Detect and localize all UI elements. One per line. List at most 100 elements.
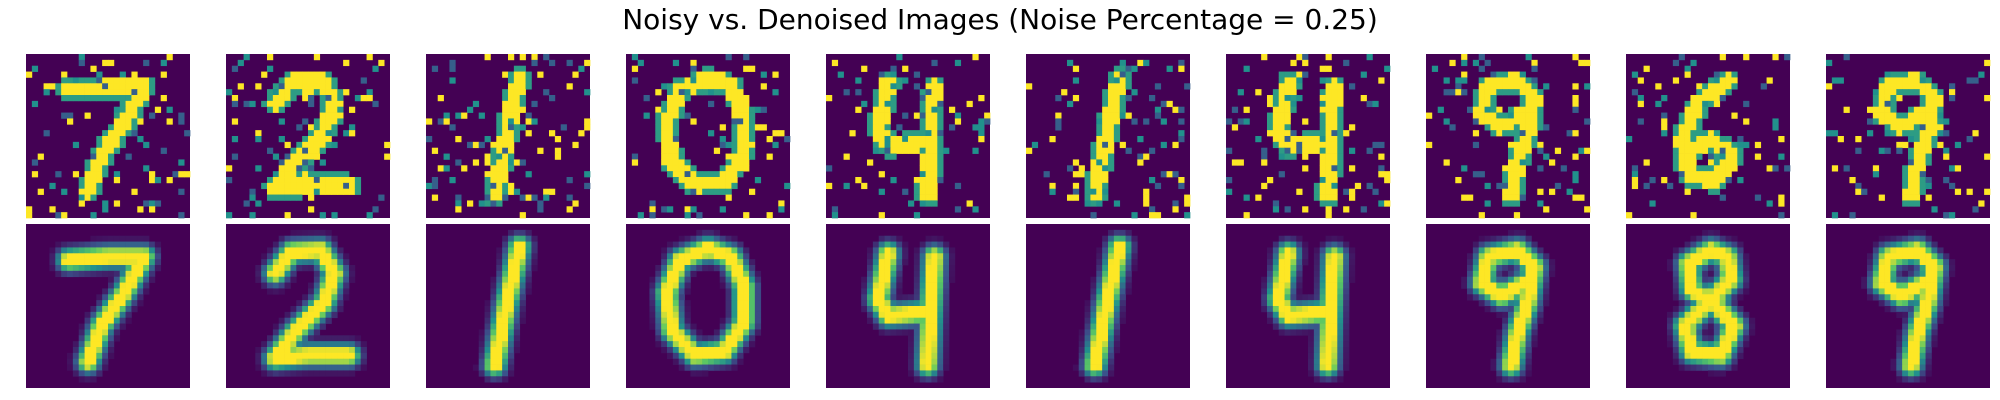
pixel-cell: [672, 153, 680, 160]
pixel-cell: [490, 341, 497, 348]
pixel-cell: [337, 347, 344, 354]
pixel-cell: [308, 235, 315, 242]
pixel-cell: [1337, 118, 1344, 125]
pixel-cell: [1472, 282, 1480, 289]
pixel-cell: [1184, 212, 1191, 219]
pixel-cell: [490, 300, 497, 307]
pixel-cell: [925, 323, 932, 330]
pixel-cell: [1578, 194, 1585, 201]
pixel-cell: [1508, 77, 1515, 84]
pixel-cell: [1467, 194, 1474, 201]
pixel-cell: [1302, 323, 1309, 330]
pixel-cell: [72, 95, 80, 102]
pixel-cell: [431, 65, 439, 72]
pixel-cell: [1878, 300, 1885, 307]
pixel-cell: [1525, 83, 1532, 90]
pixel-cell: [1672, 341, 1680, 348]
pixel-cell: [1366, 182, 1373, 190]
pixel-cell: [1313, 329, 1321, 336]
pixel-cell: [1484, 300, 1491, 307]
pixel-cell: [1519, 265, 1526, 272]
pixel-cell: [1902, 358, 1909, 365]
pixel-cell: [719, 276, 726, 283]
pixel-cell: [1954, 141, 1962, 149]
pixel-cell: [137, 270, 144, 278]
pixel-cell: [1884, 147, 1891, 154]
pixel-cell: [884, 112, 891, 119]
pixel-cell: [1725, 288, 1732, 295]
pixel-cell: [1113, 282, 1121, 289]
pixel-cell: [1513, 294, 1521, 301]
pixel-cell: [1684, 300, 1691, 307]
pixel-cell: [319, 182, 326, 190]
pixel-cell: [302, 317, 309, 324]
pixel-cell: [655, 106, 662, 113]
pixel-cell: [1713, 171, 1721, 178]
pixel-cell: [1925, 352, 1932, 360]
pixel-cell: [1096, 141, 1103, 149]
pixel-cell: [308, 265, 315, 272]
pixel-cell: [1519, 282, 1526, 289]
pixel-cell: [943, 147, 950, 154]
pixel-cell: [1302, 118, 1309, 125]
pixel-cell: [249, 100, 256, 108]
pixel-cell: [272, 194, 280, 201]
pixel-cell: [284, 335, 291, 342]
pixel-cell: [1319, 106, 1326, 113]
pixel-cell: [1949, 259, 1956, 266]
pixel-cell: [108, 136, 115, 143]
pixel-cell: [572, 141, 579, 149]
pixel-cell: [1925, 235, 1932, 242]
pixel-cell: [1166, 65, 1173, 72]
pixel-cell: [337, 306, 344, 313]
pixel-cell: [1090, 147, 1097, 154]
pixel-cell: [331, 141, 338, 149]
pixel-cell: [1884, 276, 1891, 283]
pixel-cell: [919, 141, 926, 149]
pixel-cell: [1867, 265, 1874, 272]
pixel-cell: [1496, 83, 1503, 90]
pixel-cell: [125, 106, 132, 113]
pixel-cell: [919, 370, 926, 377]
pixel-cell: [261, 182, 268, 190]
pixel-cell: [743, 323, 750, 330]
pixel-cell: [1890, 130, 1897, 137]
pixel-cell: [1667, 329, 1674, 336]
pixel-cell: [525, 83, 532, 90]
pixel-cell: [313, 188, 321, 195]
pixel-cell: [255, 276, 262, 283]
pixel-cell: [737, 247, 744, 254]
pixel-cell: [896, 323, 903, 330]
pixel-cell: [519, 100, 526, 108]
pixel-cell: [1737, 259, 1744, 266]
pixel-cell: [1672, 294, 1680, 301]
pixel-cell: [1937, 259, 1944, 266]
pixel-cell: [1296, 265, 1303, 272]
pixel-cell: [1102, 89, 1109, 96]
pixel-cell: [1902, 311, 1909, 319]
pixel-cell: [919, 106, 926, 113]
pixel-cell: [919, 89, 926, 96]
pixel-cell: [937, 317, 944, 324]
pixel-cell: [1143, 153, 1150, 160]
pixel-cell: [102, 288, 109, 295]
pixel-cell: [1925, 194, 1932, 201]
pixel-cell: [878, 106, 885, 113]
pixel-cell: [502, 182, 509, 190]
pixel-cell: [1278, 247, 1285, 254]
pixel-cell: [1261, 288, 1268, 295]
pixel-cell: [255, 347, 262, 354]
pixel-cell: [1537, 317, 1544, 324]
denoised-image-1: [26, 224, 190, 388]
pixel-cell: [1108, 141, 1115, 149]
pixel-cell: [1737, 329, 1744, 336]
pixel-cell: [1584, 59, 1591, 67]
pixel-cell: [1108, 282, 1115, 289]
pixel-cell: [931, 300, 938, 307]
pixel-cell: [1672, 247, 1680, 254]
pixel-cell: [931, 100, 938, 108]
pixel-cell: [1896, 370, 1903, 377]
pixel-cell: [1708, 229, 1715, 237]
pixel-cell: [331, 265, 338, 272]
pixel-cell: [1055, 124, 1062, 131]
